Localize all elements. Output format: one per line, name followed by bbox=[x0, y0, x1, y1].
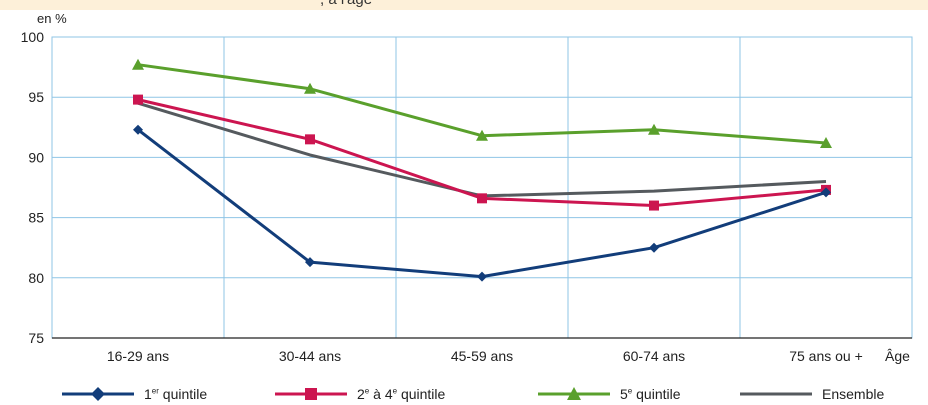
line-chart: 75 80 85 90 95 100 en % 16-29 ans 30-44 ans 45-59… bbox=[21, 11, 913, 364]
y-tick-label: 95 bbox=[28, 89, 44, 105]
plot-area bbox=[51, 36, 913, 339]
y-tick-label: 75 bbox=[28, 330, 44, 346]
data-point-series-2 bbox=[305, 134, 315, 145]
legend-label-series-3: 5e quintile bbox=[620, 386, 681, 402]
y-tick-label: 100 bbox=[21, 29, 45, 45]
chart-legend: 1er quintile 2e à 4e quintile 5e quintil… bbox=[0, 383, 928, 405]
y-axis-label: en % bbox=[37, 11, 67, 26]
data-point-series-1 bbox=[305, 257, 315, 268]
data-point-series-3 bbox=[132, 58, 144, 70]
x-tick-label: 30-44 ans bbox=[279, 348, 341, 364]
legend-item-series-2: 2e à 4e quintile bbox=[275, 383, 445, 405]
legend-swatch-line bbox=[740, 392, 812, 396]
x-tick-label: 75 ans ou + bbox=[789, 348, 863, 364]
data-point-series-3 bbox=[820, 136, 832, 148]
legend-item-series-3: 5e quintile bbox=[538, 383, 681, 405]
legend-swatch-square bbox=[275, 388, 347, 400]
legend-item-series-4: Ensemble bbox=[740, 383, 884, 405]
data-point-series-1 bbox=[821, 187, 831, 198]
data-point-series-1 bbox=[649, 242, 659, 253]
y-tick-label: 80 bbox=[28, 270, 44, 286]
data-point-series-2 bbox=[649, 200, 659, 211]
x-tick-label: 16-29 ans bbox=[107, 348, 169, 364]
y-tick-label: 85 bbox=[28, 210, 44, 226]
legend-label-series-1: 1er quintile bbox=[144, 386, 208, 402]
legend-label-series-2: 2e à 4e quintile bbox=[357, 386, 446, 402]
data-point-series-3 bbox=[476, 129, 488, 141]
data-point-series-2 bbox=[477, 193, 487, 204]
legend-item-series-1: 1er quintile bbox=[62, 383, 207, 405]
x-tick-label: 45-59 ans bbox=[451, 348, 513, 364]
x-axis-label: Âge bbox=[885, 348, 910, 364]
data-point-series-3 bbox=[304, 82, 316, 94]
legend-swatch-diamond bbox=[62, 387, 134, 401]
header-band: , à l'âge bbox=[0, 0, 928, 10]
data-point-series-3 bbox=[648, 123, 660, 135]
data-point-series-1 bbox=[133, 124, 143, 135]
header-text-fragment: , à l'âge bbox=[320, 0, 372, 8]
legend-label-series-4: Ensemble bbox=[822, 386, 885, 402]
data-point-series-1 bbox=[477, 271, 487, 282]
x-tick-label: 60-74 ans bbox=[623, 348, 685, 364]
legend-swatch-triangle bbox=[538, 387, 610, 400]
y-tick-label: 90 bbox=[28, 149, 44, 165]
data-point-series-2 bbox=[133, 94, 143, 105]
